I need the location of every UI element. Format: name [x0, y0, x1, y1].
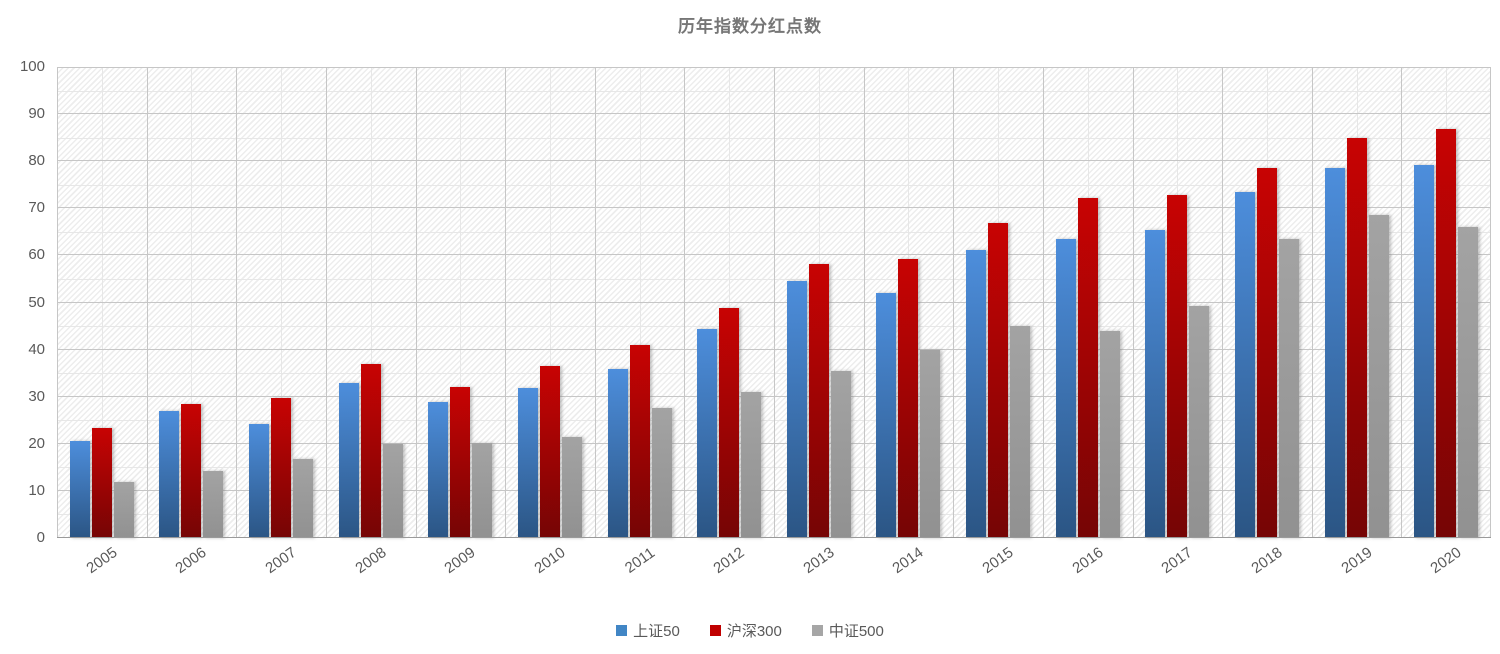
- legend-label-zz500: 中证500: [828, 623, 884, 640]
- gridline-major-v: [146, 67, 148, 538]
- y-tick-label: 90: [28, 105, 45, 123]
- gridline-major-v: [57, 67, 58, 538]
- bar: [1368, 215, 1389, 538]
- y-tick-label: 80: [28, 152, 45, 170]
- bar: [876, 293, 897, 538]
- gridline-major-v: [325, 67, 327, 538]
- y-tick-label: 100: [19, 58, 45, 75]
- bar: [181, 404, 202, 538]
- bar: [1055, 239, 1076, 538]
- bar: [517, 388, 538, 538]
- gridline-major-v: [1222, 67, 1224, 538]
- gridline-minor-v: [281, 67, 283, 538]
- gridline-major-v: [1401, 67, 1403, 538]
- bar: [1278, 239, 1299, 538]
- gridline-major-v: [236, 67, 238, 538]
- bar: [472, 442, 493, 538]
- gridline-major-v: [863, 67, 865, 538]
- gridline-minor-v: [639, 67, 641, 538]
- y-tick-label: 10: [28, 481, 45, 499]
- bar: [360, 363, 381, 538]
- bar: [898, 258, 919, 538]
- gridline-major-v: [1311, 67, 1313, 538]
- legend-item-sz50: 上证50: [616, 620, 680, 641]
- legend-item-zz500: 中证500: [811, 620, 884, 641]
- bar: [607, 369, 628, 538]
- bar: [69, 440, 90, 538]
- bar: [1346, 137, 1367, 538]
- bar: [382, 443, 403, 538]
- bar: [1436, 129, 1457, 538]
- bar: [159, 411, 180, 538]
- bar: [966, 250, 987, 538]
- y-tick-label: 50: [28, 293, 45, 311]
- bar: [920, 349, 941, 538]
- gridline-minor-v: [549, 67, 551, 538]
- gridline-major-v: [1132, 67, 1134, 538]
- y-tick-label: 0: [36, 529, 45, 546]
- bar: [1010, 326, 1031, 538]
- gridline-major-v: [594, 67, 596, 538]
- bar: [91, 427, 112, 538]
- bar: [629, 345, 650, 538]
- bar: [1256, 168, 1277, 538]
- bar: [561, 436, 582, 538]
- gridline-major-v: [415, 67, 417, 538]
- x-axis-line: [57, 537, 1491, 538]
- bar: [1234, 191, 1255, 538]
- bar: [271, 397, 292, 538]
- gridline-major-v: [1042, 67, 1044, 538]
- bar: [651, 407, 672, 538]
- legend-swatch-zz500: [811, 625, 823, 636]
- gridline-minor-v: [191, 67, 193, 538]
- legend-swatch-sz50: [616, 625, 628, 636]
- bar: [786, 281, 807, 538]
- gridline-minor-v: [729, 67, 731, 538]
- bar: [988, 222, 1009, 538]
- gridline-minor-v: [101, 67, 103, 538]
- legend-label-sz50: 上证50: [633, 623, 680, 640]
- bar: [293, 459, 314, 538]
- bar: [1189, 305, 1210, 538]
- legend-item-hs300: 沪深300: [709, 620, 782, 641]
- gridline-minor-v: [370, 67, 372, 538]
- bar: [249, 423, 270, 538]
- bar: [808, 264, 829, 538]
- bar: [741, 392, 762, 538]
- bar: [1458, 227, 1479, 538]
- gridline-major-v: [505, 67, 507, 538]
- bar: [203, 471, 224, 538]
- legend: 上证50 沪深300 中证500: [0, 620, 1500, 641]
- bar: [450, 387, 471, 538]
- gridline-major-v: [774, 67, 775, 538]
- bar: [113, 481, 134, 538]
- bar: [1167, 194, 1188, 538]
- bar: [1145, 229, 1166, 538]
- bar: [338, 382, 359, 538]
- y-tick-label: 30: [28, 387, 45, 405]
- gridline-major-v: [684, 67, 686, 538]
- gridline-major-v: [1490, 67, 1491, 538]
- legend-label-hs300: 沪深300: [726, 623, 782, 640]
- bar: [830, 371, 851, 538]
- bar: [1414, 164, 1435, 538]
- bar: [1324, 167, 1345, 538]
- bar: [539, 365, 560, 538]
- y-tick-label: 60: [28, 246, 45, 264]
- bar: [1099, 330, 1120, 538]
- y-tick-label: 20: [28, 434, 45, 452]
- bar: [1077, 198, 1098, 538]
- gridline-major-v: [953, 67, 955, 538]
- bar: [719, 308, 740, 538]
- y-tick-label: 40: [28, 340, 45, 358]
- gridline-minor-v: [460, 67, 462, 538]
- bar: [697, 328, 718, 538]
- legend-swatch-hs300: [709, 625, 721, 636]
- chart-title: 历年指数分红点数: [678, 17, 822, 36]
- bar: [428, 402, 449, 538]
- y-tick-label: 70: [28, 199, 45, 217]
- plot-area: [57, 67, 1491, 538]
